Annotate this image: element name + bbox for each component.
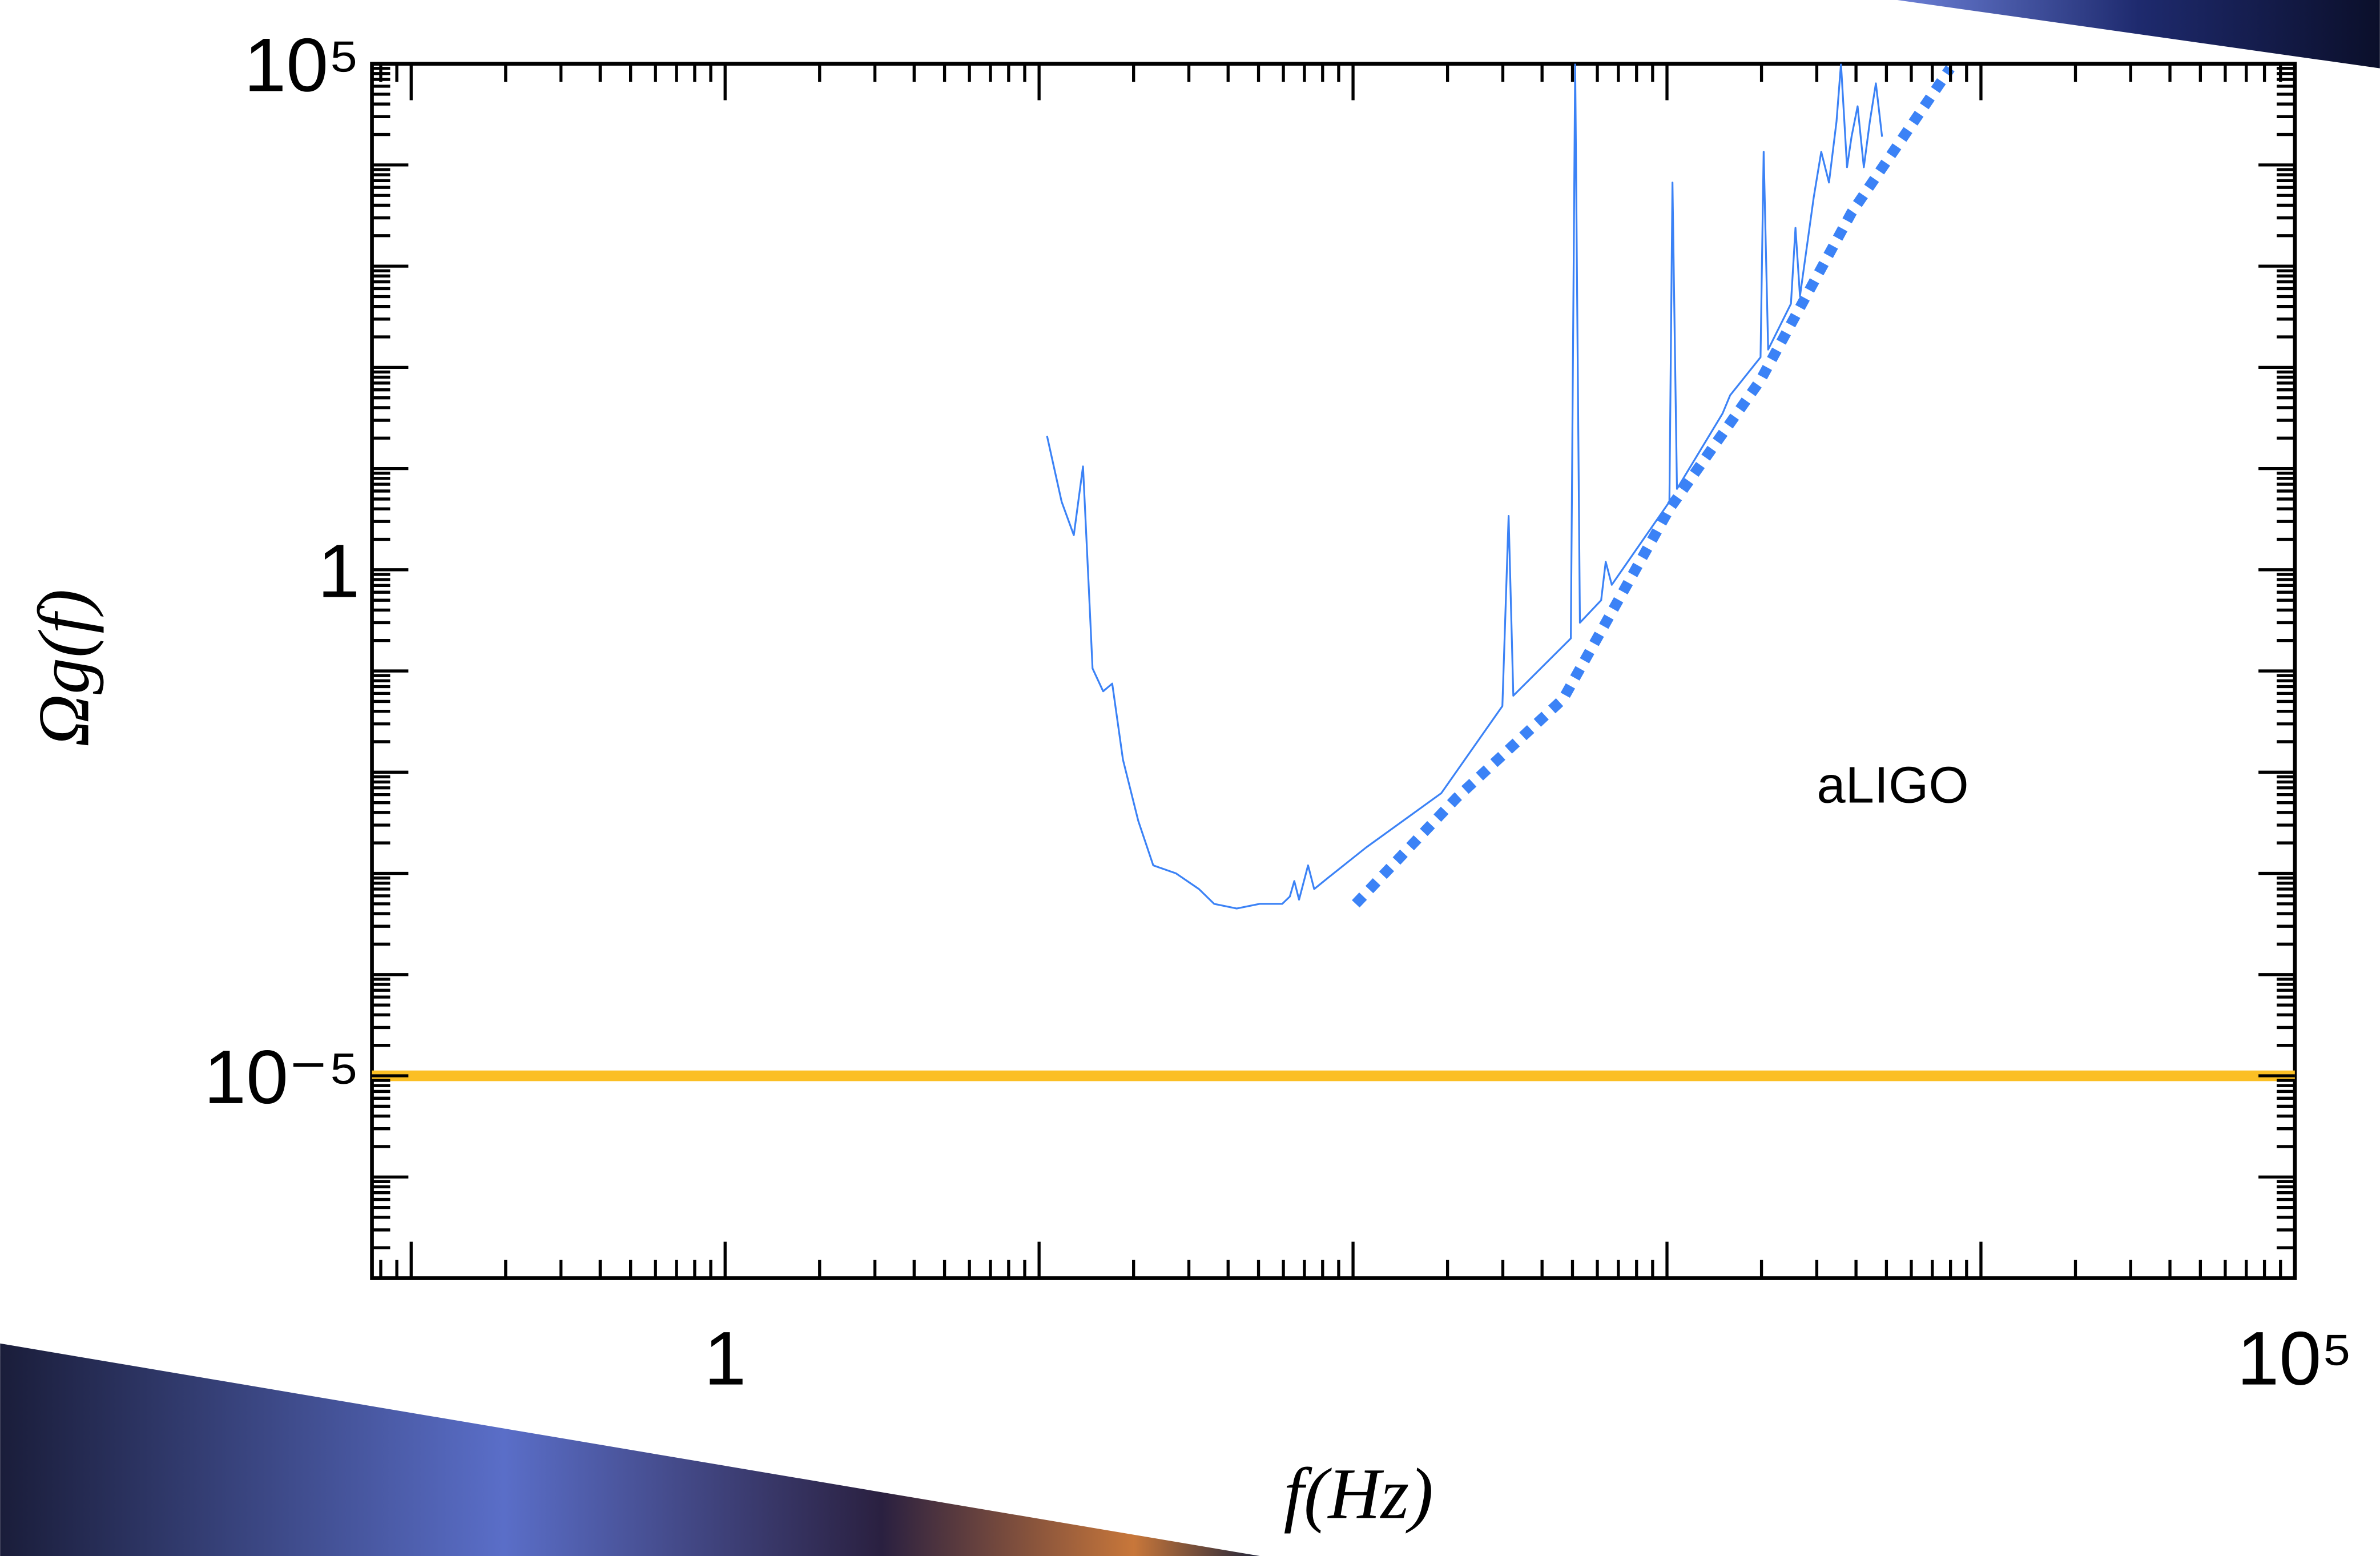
x-tick-label: 10⁵ <box>2237 1317 2353 1401</box>
series-line <box>1352 65 1955 908</box>
annotation: aLIGO <box>1817 757 1968 814</box>
plot-area <box>372 63 2295 1081</box>
x-tick-label: 1 <box>704 1317 746 1401</box>
series-line <box>1046 63 1883 910</box>
y-axis-label: Ωg(f) <box>23 589 104 747</box>
y-tick-label: 10⁻⁵ <box>204 1035 360 1120</box>
y-tick-label: 10⁵ <box>244 23 360 108</box>
plot-frame <box>370 62 2297 1280</box>
x-axis-label: f(Hz) <box>1283 1453 1433 1534</box>
decoration <box>0 1343 1260 1556</box>
decoration <box>1897 0 2380 69</box>
y-tick-label: 1 <box>317 529 360 614</box>
